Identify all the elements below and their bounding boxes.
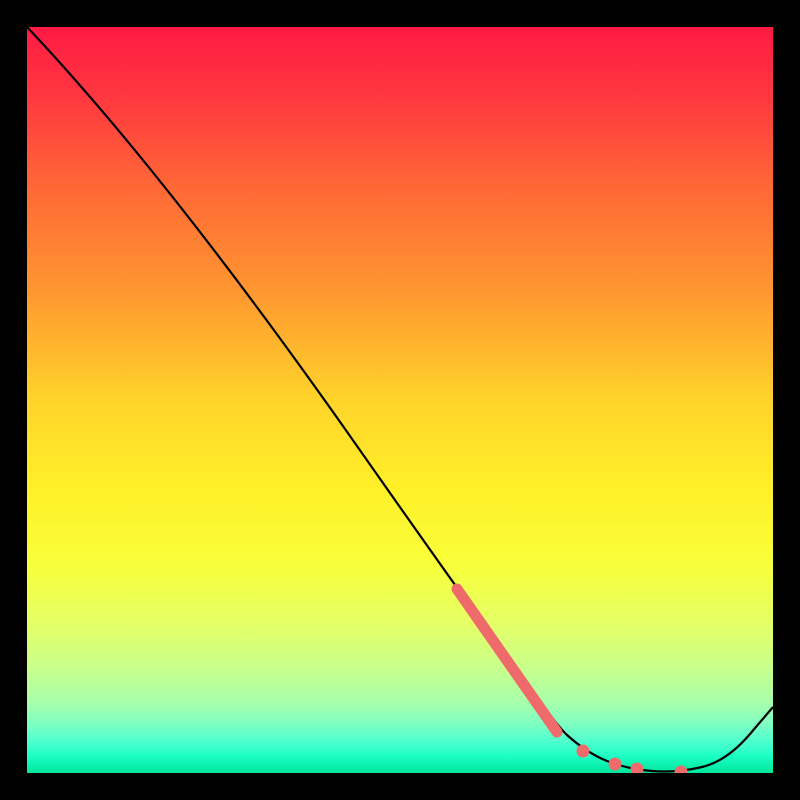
chart-background (27, 27, 773, 773)
frame-top (0, 0, 800, 27)
frame-right (773, 0, 800, 800)
highlight-dot (609, 758, 622, 771)
frame-bottom (0, 773, 800, 800)
frame-left (0, 0, 27, 800)
bottleneck-chart (27, 27, 773, 773)
highlight-dot (577, 745, 590, 758)
chart-plot-area (27, 27, 773, 773)
